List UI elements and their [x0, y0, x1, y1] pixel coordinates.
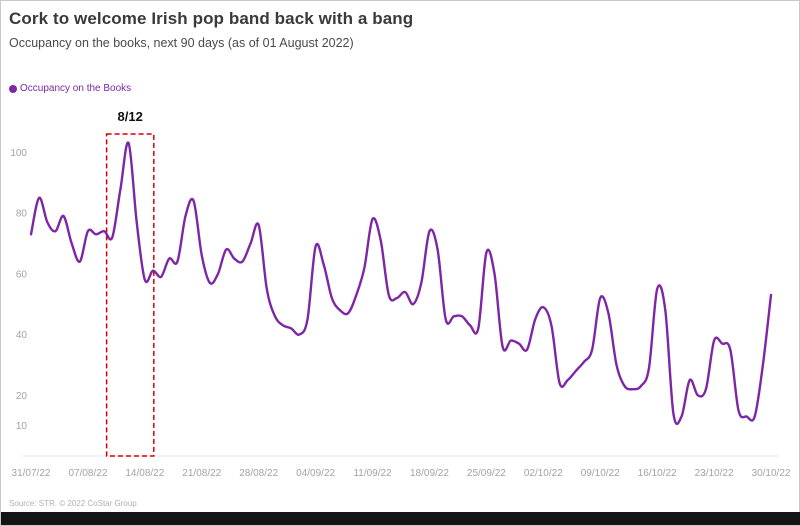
- y-tick-label: 20: [16, 391, 28, 402]
- occupancy-line: [29, 141, 773, 425]
- x-tick-label: 16/10/22: [638, 468, 677, 479]
- page-title: Cork to welcome Irish pop band back with…: [9, 9, 414, 28]
- chart-header: Cork to welcome Irish pop band back with…: [1, 1, 799, 50]
- legend-dot-icon: [9, 84, 17, 93]
- x-tick-label: 28/08/22: [239, 468, 278, 479]
- x-tick-label: 18/09/22: [410, 468, 449, 479]
- x-tick-label: 11/09/22: [353, 468, 392, 479]
- x-tick-label: 14/08/22: [125, 468, 164, 479]
- y-tick-label: 40: [16, 330, 28, 341]
- event-annotation: 8/12: [117, 109, 143, 124]
- y-tick-label: 100: [10, 148, 27, 159]
- x-tick-label: 04/09/22: [296, 468, 335, 479]
- y-tick-label: 10: [16, 421, 28, 432]
- source-attribution: Source: STR. © 2022 CoStar Group: [9, 499, 137, 508]
- footer-bar: [1, 512, 800, 525]
- x-tick-label: 21/08/22: [182, 468, 221, 479]
- y-tick-label: 80: [16, 209, 28, 220]
- x-tick-label: 30/10/22: [752, 468, 791, 479]
- x-tick-label: 25/09/22: [467, 468, 506, 479]
- y-tick-label: 60: [16, 269, 28, 280]
- highlight-box: [105, 133, 155, 457]
- page-subtitle: Occupancy on the books, next 90 days (as…: [9, 36, 354, 50]
- occupancy-chart: 10 20 40 60 80 100 31/07/22 07/08/22 14/08/22 21/…: [10, 133, 791, 479]
- x-tick-label: 23/10/22: [695, 468, 734, 479]
- x-tick-label: 09/10/22: [581, 468, 620, 479]
- chart-legend: Occupancy on the Books: [9, 83, 131, 94]
- chart-area: 10 20 40 60 80 100 31/07/22 07/08/22 14/08/22 21/…: [1, 101, 800, 486]
- legend-label: Occupancy on the Books: [20, 83, 132, 94]
- x-tick-label: 31/07/22: [12, 468, 51, 479]
- x-tick-label: 07/08/22: [68, 468, 107, 479]
- x-tick-label: 02/10/22: [524, 468, 563, 479]
